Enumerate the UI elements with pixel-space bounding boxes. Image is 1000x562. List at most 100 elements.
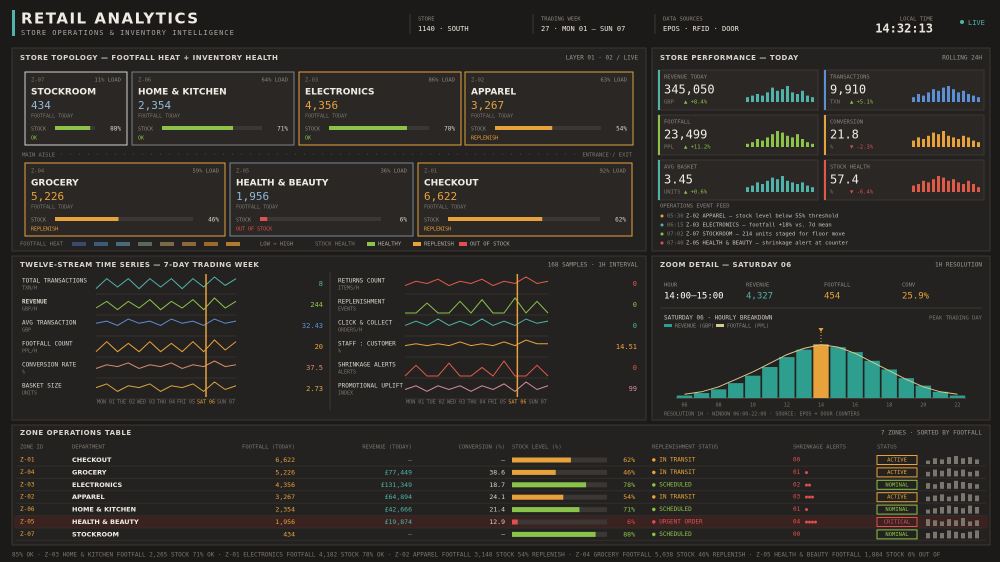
panel-meta: 7 ZONES · SORTED BY FOOTFALL [881,430,983,437]
heat-swatch [182,242,196,246]
label: ▲ +8.4% [684,100,708,106]
label: FOOTFALL [664,120,691,126]
spark-bar [967,180,970,192]
bar [745,375,761,398]
spark-bar [957,139,960,147]
label: REVENUE (TODAY) [362,445,412,451]
panel-title: STORE TOPOLOGY — FOOTFALL HEAT + INVENTO… [20,54,278,62]
label: 54% [616,126,627,133]
heat-swatch [204,242,218,246]
spark-bar [781,132,784,147]
kpi-card [657,114,819,156]
label: 37.5 [306,364,323,372]
label: ●● [805,482,811,488]
label: 88% [110,126,121,133]
label: CLICK & COLLECT [338,320,393,327]
label: Z-07 [31,78,44,84]
trend-bar [954,495,958,502]
spark-bar [751,185,754,192]
label: 38.6 [489,468,505,476]
label: REPLENISH [471,136,498,142]
label: 78% [623,481,635,489]
label: 22 [954,403,960,409]
label: REPLENISHMENT STATUS [652,445,718,451]
heat-swatch [116,242,130,246]
label: NOMINAL [885,532,909,538]
spark-bar [791,182,794,192]
label: 6% [627,518,635,526]
label: Z-01 [20,457,35,464]
label: GROCERY [72,468,107,476]
label: RETURNS COUNT [338,278,385,285]
spark-bar [796,184,799,192]
label: REVENUE [22,299,48,306]
label: 4,356 [275,481,295,489]
label: 21.4 [489,506,505,514]
label: 1,956 [275,518,295,526]
app-title: RETAIL ANALYTICS [21,10,200,28]
label: Z-04 [20,469,35,476]
label: TUE 02 [427,400,445,406]
spark-bar [952,89,955,102]
label: ● SCHEDULED [652,531,692,538]
legend-swatch [413,242,421,246]
label: TUE 02 [117,400,135,406]
label: 03 [793,494,801,501]
series-line [404,360,549,377]
label: 06:15 [667,223,684,229]
trend-bar [954,456,958,464]
trend-bar [968,531,972,539]
bar [710,389,727,398]
label: 62% [615,217,626,224]
label: 63% LOAD [601,78,628,84]
spark-bar [781,89,784,102]
trend-bar [933,520,937,526]
trend-bar [940,470,944,477]
trend-bar [961,469,965,477]
spark-bar [932,179,935,192]
event-dot [660,223,664,227]
label: GBP/H [22,307,37,313]
label: 00 [793,531,801,538]
label: AVG BASKET [664,165,698,171]
series-line [95,318,237,326]
label: GBP [664,100,675,106]
trend-bar [968,457,972,464]
kpi-accent [658,70,660,110]
spark-bar [746,97,749,102]
heat-swatch [226,242,240,246]
label: 32.43 [302,322,323,330]
bar [932,391,949,398]
label: ▲ +11.2% [684,145,711,151]
stock-bar [55,217,119,221]
spark-bar [917,184,920,192]
label: STOCK HEALTH [830,165,870,171]
spark-bar [947,86,950,102]
label: REVENUE [746,283,769,289]
label: OPERATIONS EVENT FEED [660,204,730,210]
spark-bar [932,89,935,102]
label: 02 [793,481,801,488]
label: NOMINAL [885,507,909,513]
label: 64% LOAD [262,78,289,84]
bar [779,357,795,398]
spark-bar [796,94,799,102]
series-line [95,381,237,393]
spark-bar [912,185,915,192]
label: 25.9% [902,292,930,302]
legend-swatch [459,242,467,246]
spark-bar [751,95,754,102]
status-badge [876,492,918,503]
label: MON 01 [406,400,424,406]
label: 36% LOAD [381,169,408,175]
stock-bar [55,126,91,130]
title-accent [12,10,15,36]
spark-bar [962,184,965,192]
label: REPLENISH [424,227,451,233]
label: — [501,530,505,538]
label: STOCK [305,127,320,133]
label: STORE [418,17,435,23]
heat-swatch [138,242,152,246]
label: 00 [793,457,801,464]
trend-bar [975,459,979,464]
